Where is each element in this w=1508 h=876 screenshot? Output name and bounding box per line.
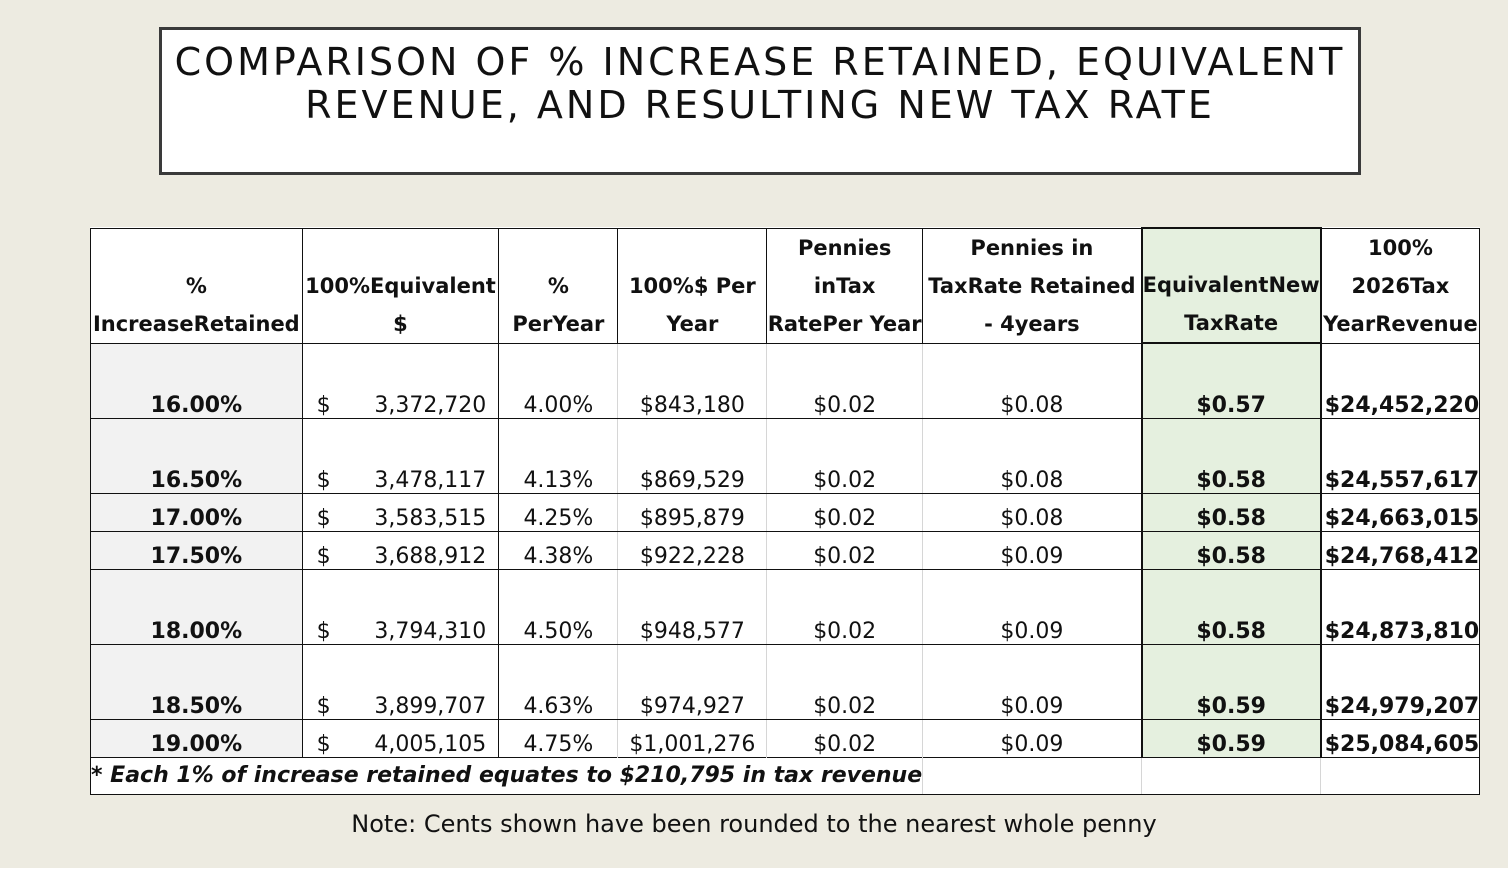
blank-cell bbox=[922, 756, 1142, 795]
pennies-4yr-cell: $0.09 bbox=[922, 531, 1143, 570]
equivalent-cell: $3,478,117 bbox=[302, 418, 500, 494]
blank-cell bbox=[1141, 756, 1321, 795]
dollar-per-year-cell: $922,228 bbox=[617, 531, 768, 570]
pennies-cell: $0.02 bbox=[766, 531, 924, 570]
pennies-4yr-cell: $0.09 bbox=[922, 569, 1143, 645]
pct-retained-cell: 18.00% bbox=[90, 569, 303, 645]
equivalent-cell: $3,688,912 bbox=[302, 531, 500, 570]
table-row: 17.00% $3,583,515 4.25% $895,879 $0.02 $… bbox=[90, 493, 1481, 532]
revenue-cell: $24,663,015 bbox=[1320, 493, 1481, 532]
header-pennies-per-year: Pennies inTax RatePer Year bbox=[766, 227, 924, 344]
footnote: * Each 1% of increase retained equates t… bbox=[89, 756, 923, 795]
equivalent-cell: $3,794,310 bbox=[302, 569, 500, 645]
revenue-cell: $24,873,810 bbox=[1320, 569, 1481, 645]
pct-retained-cell: 17.50% bbox=[90, 531, 303, 570]
revenue-cell: $24,557,617 bbox=[1320, 418, 1481, 494]
pennies-4yr-cell: $0.09 bbox=[922, 719, 1143, 757]
pct-retained-cell: 18.50% bbox=[90, 644, 303, 720]
rounding-note: Note: Cents shown have been rounded to t… bbox=[351, 810, 1157, 838]
header-pct-retained: % IncreaseRetained bbox=[90, 227, 303, 344]
pct-retained-cell: 17.00% bbox=[90, 493, 303, 532]
header-dollar-per-year: 100%$ Per Year bbox=[617, 227, 768, 344]
pennies-cell: $0.02 bbox=[766, 569, 924, 645]
pennies-4yr-cell: $0.08 bbox=[922, 343, 1143, 419]
pennies-cell: $0.02 bbox=[766, 644, 924, 720]
equivalent-cell: $3,372,720 bbox=[302, 343, 500, 419]
pct-per-year-cell: 4.50% bbox=[498, 569, 619, 645]
table-row: 16.50% $3,478,117 4.13% $869,529 $0.02 $… bbox=[90, 418, 1481, 494]
table-row: 17.50% $3,688,912 4.38% $922,228 $0.02 $… bbox=[90, 531, 1481, 570]
pennies-4yr-cell: $0.08 bbox=[922, 493, 1143, 532]
table-row: 19.00% $4,005,105 4.75% $1,001,276 $0.02… bbox=[90, 719, 1481, 757]
pennies-cell: $0.02 bbox=[766, 719, 924, 757]
equivalent-cell: $3,899,707 bbox=[302, 644, 500, 720]
footnote-row: * Each 1% of increase retained equates t… bbox=[89, 756, 1481, 795]
dollar-per-year-cell: $843,180 bbox=[617, 343, 768, 419]
header-revenue: 100% 2026Tax YearRevenue bbox=[1320, 227, 1481, 344]
revenue-cell: $24,979,207 bbox=[1320, 644, 1481, 720]
dollar-per-year-cell: $948,577 bbox=[617, 569, 768, 645]
pennies-cell: $0.02 bbox=[766, 343, 924, 419]
dollar-per-year-cell: $1,001,276 bbox=[617, 719, 768, 757]
new-tax-rate-cell: $0.59 bbox=[1141, 644, 1322, 720]
pct-per-year-cell: 4.63% bbox=[498, 644, 619, 720]
pennies-cell: $0.02 bbox=[766, 418, 924, 494]
blank-cell bbox=[1320, 756, 1481, 795]
revenue-cell: $24,452,220 bbox=[1320, 343, 1481, 419]
pct-retained-cell: 16.50% bbox=[90, 418, 303, 494]
pct-per-year-cell: 4.00% bbox=[498, 343, 619, 419]
pct-per-year-cell: 4.38% bbox=[498, 531, 619, 570]
pennies-cell: $0.02 bbox=[766, 493, 924, 532]
dollar-per-year-cell: $895,879 bbox=[617, 493, 768, 532]
comparison-table: % IncreaseRetained 100%Equivalent $ % Pe… bbox=[89, 227, 1481, 795]
header-new-tax-rate: EquivalentNew TaxRate bbox=[1140, 227, 1322, 344]
page-title-line-2: REVENUE, AND RESULTING NEW TAX RATE bbox=[305, 83, 1215, 127]
header-pennies-4-years: Pennies in TaxRate Retained - 4years bbox=[922, 227, 1143, 344]
table-row: 16.00% $3,372,720 4.00% $843,180 $0.02 $… bbox=[90, 343, 1481, 419]
pennies-4yr-cell: $0.09 bbox=[922, 644, 1143, 720]
dollar-per-year-cell: $974,927 bbox=[617, 644, 768, 720]
revenue-cell: $25,084,605 bbox=[1320, 719, 1481, 757]
title-box: COMPARISON OF % INCREASE RETAINED, EQUIV… bbox=[159, 27, 1361, 175]
header-row: % IncreaseRetained 100%Equivalent $ % Pe… bbox=[90, 227, 1481, 344]
bottom-band bbox=[0, 868, 1508, 876]
dollar-per-year-cell: $869,529 bbox=[617, 418, 768, 494]
page-title-line-1: COMPARISON OF % INCREASE RETAINED, EQUIV… bbox=[174, 40, 1346, 84]
pennies-4yr-cell: $0.08 bbox=[922, 418, 1143, 494]
equivalent-cell: $3,583,515 bbox=[302, 493, 500, 532]
equivalent-cell: $4,005,105 bbox=[302, 719, 500, 757]
new-tax-rate-cell: $0.58 bbox=[1141, 493, 1322, 532]
pct-per-year-cell: 4.75% bbox=[498, 719, 619, 757]
header-pct-per-year: % PerYear bbox=[498, 227, 619, 344]
new-tax-rate-cell: $0.58 bbox=[1141, 418, 1322, 494]
revenue-cell: $24,768,412 bbox=[1320, 531, 1481, 570]
pct-per-year-cell: 4.13% bbox=[498, 418, 619, 494]
new-tax-rate-cell: $0.57 bbox=[1141, 343, 1322, 419]
pct-per-year-cell: 4.25% bbox=[498, 493, 619, 532]
header-equivalent: 100%Equivalent $ bbox=[301, 227, 500, 344]
pct-retained-cell: 19.00% bbox=[90, 719, 303, 757]
table-row: 18.50% $3,899,707 4.63% $974,927 $0.02 $… bbox=[90, 644, 1481, 720]
new-tax-rate-cell: $0.59 bbox=[1141, 719, 1322, 757]
pct-retained-cell: 16.00% bbox=[90, 343, 303, 419]
new-tax-rate-cell: $0.58 bbox=[1141, 569, 1322, 645]
new-tax-rate-cell: $0.58 bbox=[1141, 531, 1322, 570]
table-row: 18.00% $3,794,310 4.50% $948,577 $0.02 $… bbox=[90, 569, 1481, 645]
